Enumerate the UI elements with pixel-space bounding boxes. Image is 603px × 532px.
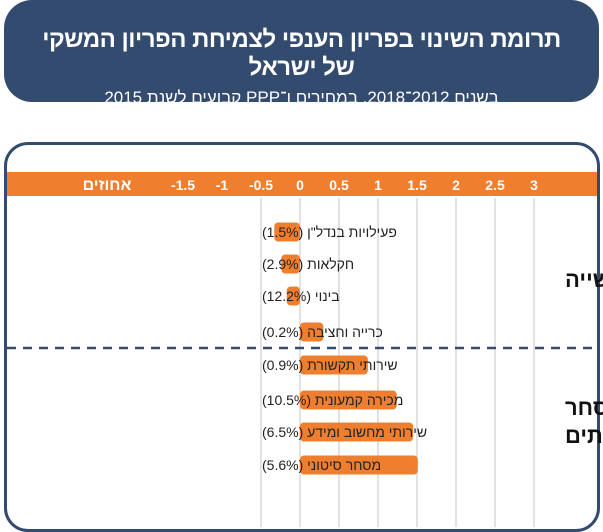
category-label: כרייה וחציבה (0.2%) [262, 324, 383, 340]
category-label: מסחר סיטוני (5.6%) [262, 457, 381, 473]
bar [274, 222, 300, 242]
axis-strip [7, 172, 597, 196]
tick-label: -0.5 [249, 177, 273, 193]
tick-label: -1 [216, 177, 229, 193]
tick-label: 1 [374, 177, 382, 193]
chart-title: תרומת השינוי בפריון הענפי לצמיחת הפריון … [42, 26, 561, 81]
x-axis-label: אחוזים [83, 177, 132, 194]
group-label: תעשייה [565, 267, 603, 292]
tick-label: 0.5 [329, 177, 349, 193]
category-label: שירותי תקשורת (0.9%) [262, 357, 398, 373]
bar [300, 355, 368, 375]
category-label: בינוי (12.2%) [262, 288, 340, 304]
category-label: פעילויות בנדל"ן (1.5%) [262, 224, 397, 240]
chart-subtitle: בשנים 2012־2018, במחירים ו־PPP קבועים לש… [104, 88, 499, 107]
bar [300, 455, 418, 475]
group-label: ושירותים [565, 423, 603, 448]
header: תרומת השינוי בפריון הענפי לצמיחת הפריון … [4, 0, 599, 107]
tick-label: 0 [296, 177, 304, 193]
tick-label: 3 [530, 177, 538, 193]
category-label: חקלאות (2.9%) [262, 256, 354, 272]
bar [300, 322, 324, 342]
group-label: מסחר [565, 395, 603, 420]
bar [300, 422, 414, 442]
bar [300, 390, 397, 410]
tick-label: 2 [452, 177, 460, 193]
tick-label: 1.5 [407, 177, 427, 193]
bar [281, 254, 300, 274]
tick-label: -1.5 [171, 177, 195, 193]
category-label: שירותי מחשוב ומידע (6.5%) [262, 424, 427, 440]
category-label: מכירה קמעונית (10.5%) [262, 392, 403, 408]
tick-label: 2.5 [485, 177, 505, 193]
bar [286, 286, 300, 306]
chart-panel [4, 142, 600, 532]
